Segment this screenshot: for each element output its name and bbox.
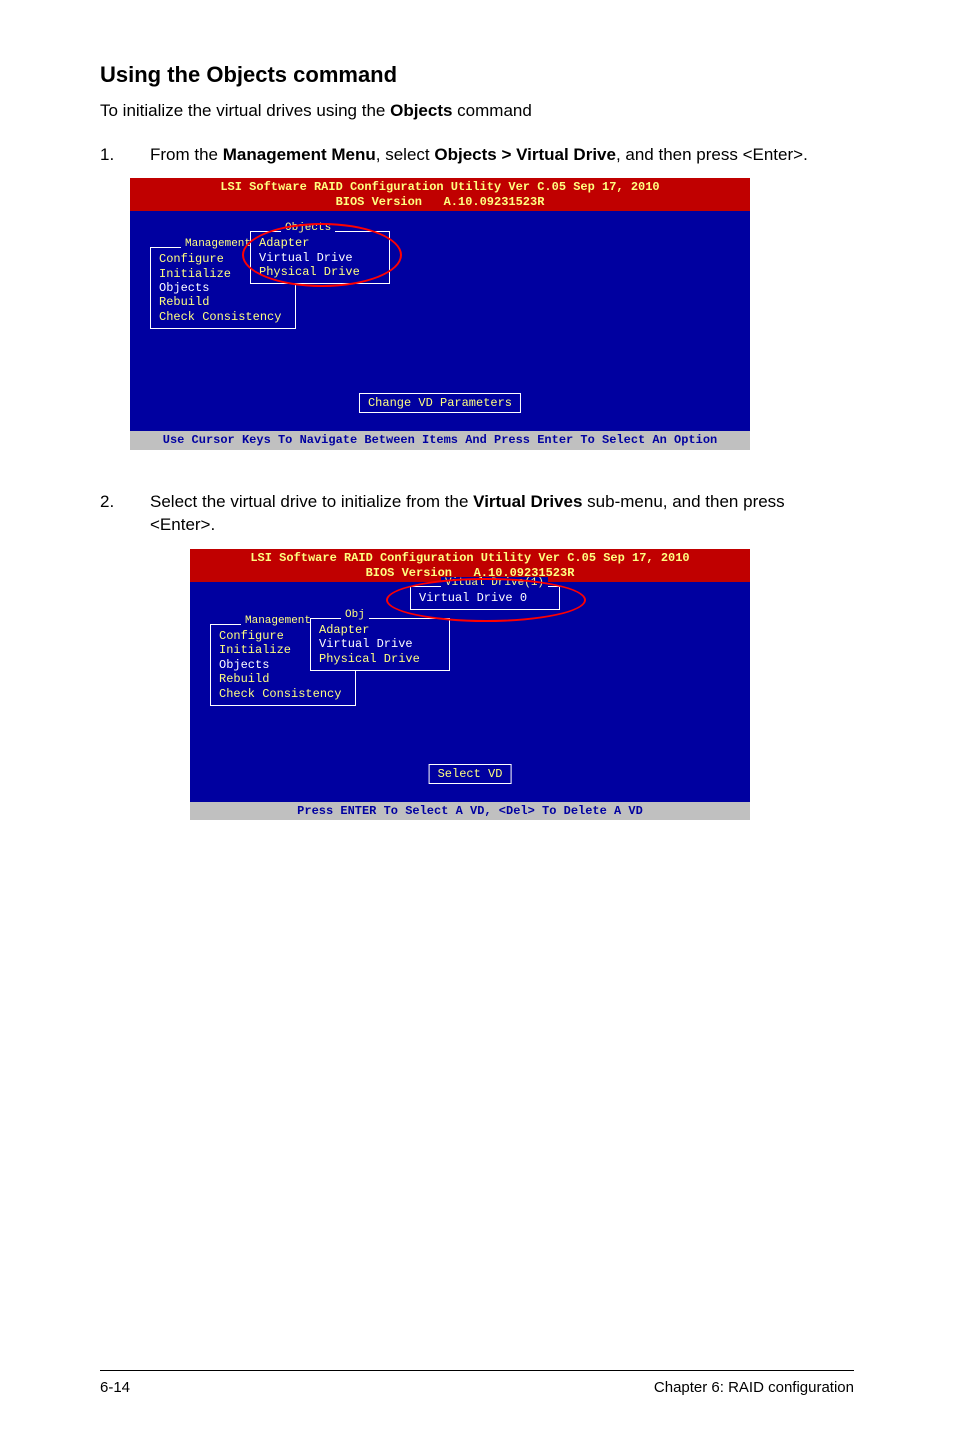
step-number: 2. [100,490,118,821]
chapter-title: Chapter 6: RAID configuration [654,1377,854,1398]
step1-t1: From the [150,145,223,164]
step2-t1: Select the virtual drive to initialize f… [150,492,473,511]
step1-b1: Management Menu [223,145,376,164]
bios-header-line1: LSI Software RAID Configuration Utility … [220,180,659,194]
menuitem-virtual-drive[interactable]: Virtual Drive [319,637,441,651]
step-number: 1. [100,143,118,450]
step1-t3: , and then press <Enter>. [616,145,808,164]
bios-header-line2: BIOS Version A.10.09231523R [336,195,545,209]
bios-footer: Press ENTER To Select A VD, <Del> To Del… [190,802,750,820]
menuitem-check-consistency[interactable]: Check Consistency [219,687,347,701]
objects-submenu-label: Objects [281,222,335,235]
menuitem-physical-drive[interactable]: Physical Drive [319,652,441,666]
bios-header-line1: LSI Software RAID Configuration Utility … [250,551,689,565]
intro-text-prefix: To initialize the virtual drives using t… [100,101,390,120]
step-1: 1. From the Management Menu, select Obje… [100,143,854,450]
step-2: 2. Select the virtual drive to initializ… [100,490,854,821]
menuitem-rebuild[interactable]: Rebuild [159,295,287,309]
menuitem-rebuild[interactable]: Rebuild [219,672,347,686]
virtual-drive-submenu-label: Vitual Drive(1) [441,577,548,590]
page-number: 6-14 [100,1377,130,1398]
intro-paragraph: To initialize the virtual drives using t… [100,99,854,123]
menuitem-virtual-drive[interactable]: Virtual Drive [259,251,381,265]
screenshot-2: LSI Software RAID Configuration Utility … [190,549,854,820]
virtual-drive-submenu[interactable]: Vitual Drive(1) Virtual Drive 0 [410,586,560,610]
status-box: Change VD Parameters [359,393,521,413]
bios-footer: Use Cursor Keys To Navigate Between Item… [130,431,750,449]
objects-submenu-label: Obj [341,609,369,622]
management-menu-label: Management [241,615,315,628]
section-heading: Using the Objects command [100,60,854,91]
objects-submenu[interactable]: Objects Adapter Virtual Drive Physical D… [250,231,390,284]
objects-submenu[interactable]: Obj Adapter Virtual Drive Physical Drive [310,618,450,671]
menuitem-check-consistency[interactable]: Check Consistency [159,310,287,324]
bios-header: LSI Software RAID Configuration Utility … [130,178,750,211]
menuitem-adapter[interactable]: Adapter [319,623,441,637]
page-footer: 6-14 Chapter 6: RAID configuration [100,1370,854,1398]
status-box: Select VD [429,764,512,784]
intro-text-suffix: command [452,101,531,120]
intro-bold: Objects [390,101,452,120]
menuitem-virtual-drive-0[interactable]: Virtual Drive 0 [419,591,551,605]
menuitem-adapter[interactable]: Adapter [259,236,381,250]
step2-text: Select the virtual drive to initialize f… [150,490,854,538]
step1-t2: , select [376,145,435,164]
management-menu-label: Management [181,238,255,251]
step1-b2: Objects > Virtual Drive [434,145,616,164]
step1-text: From the Management Menu, select Objects… [150,143,854,167]
screenshot-1: LSI Software RAID Configuration Utility … [130,178,854,449]
step2-b1: Virtual Drives [473,492,582,511]
menuitem-physical-drive[interactable]: Physical Drive [259,265,381,279]
